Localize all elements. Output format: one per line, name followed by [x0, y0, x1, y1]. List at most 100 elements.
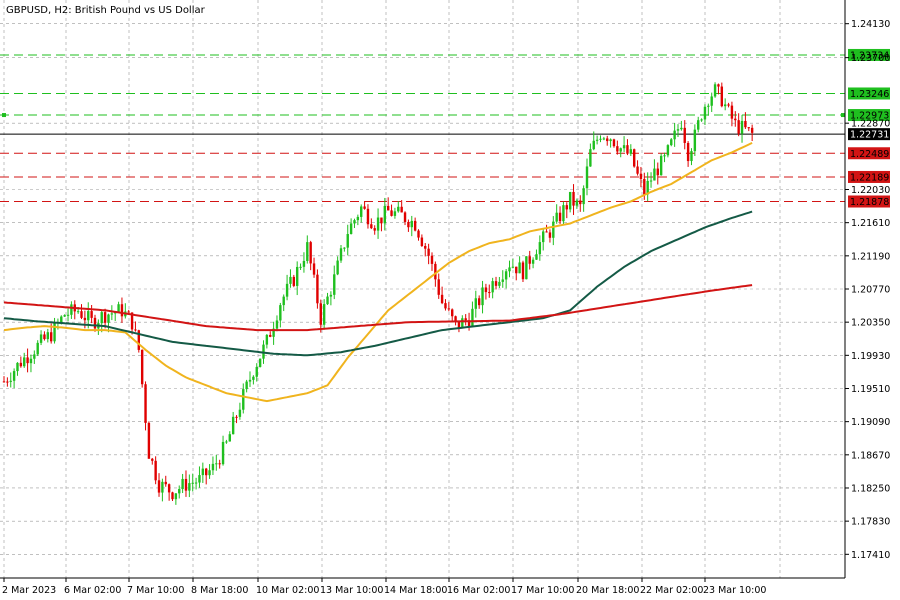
candle-body — [562, 205, 565, 222]
level-badge — [848, 147, 890, 160]
candle-body — [740, 120, 744, 134]
candle-body — [360, 206, 363, 217]
candle-body — [427, 248, 430, 256]
candle-body — [663, 155, 666, 157]
candle-body — [643, 178, 646, 195]
candle-body — [515, 266, 518, 274]
candle-body — [373, 228, 376, 231]
candle-body — [49, 332, 53, 342]
candle-body — [346, 234, 349, 248]
candle-body — [16, 362, 19, 372]
candle-body — [602, 138, 606, 140]
candle-body — [700, 119, 703, 121]
candle-body — [467, 320, 471, 327]
moving-average-ma_short — [3, 142, 753, 403]
candle-body — [43, 334, 46, 340]
x-tick-label: 17 Mar 10:00 — [511, 585, 574, 596]
candle-body — [151, 458, 154, 461]
candle-body — [343, 247, 346, 249]
candle-body — [181, 478, 184, 490]
candle-body — [46, 332, 50, 340]
level-marker — [841, 113, 845, 118]
candle-body — [295, 266, 299, 286]
moving-average-ma_mid — [3, 210, 753, 357]
candle-body — [400, 206, 403, 213]
candle-body — [107, 314, 110, 323]
candle-body — [424, 245, 427, 249]
candle-body — [2, 381, 6, 383]
candle-body — [26, 357, 29, 364]
candle-body — [164, 481, 167, 485]
candle-body — [70, 304, 73, 315]
y-tick-label: 1.20350 — [851, 318, 890, 329]
candle-body — [491, 281, 494, 293]
candle-body — [619, 148, 622, 152]
candle-body — [194, 482, 198, 484]
candle-body — [255, 366, 258, 377]
candle-body — [137, 330, 140, 350]
candle-body — [730, 105, 734, 119]
x-tick-label: 8 Mar 18:00 — [191, 585, 248, 596]
candle-body — [178, 489, 181, 494]
y-tick-label: 1.19510 — [851, 384, 890, 395]
candle-body — [39, 334, 43, 343]
candle-body — [83, 317, 87, 321]
candle-body — [299, 266, 302, 268]
candle-body — [221, 441, 225, 465]
level-badge — [848, 87, 890, 100]
chart-title: GBPUSD, H2: British Pound vs US Dollar — [6, 5, 206, 16]
candle-body — [508, 267, 511, 272]
candle-body — [33, 354, 36, 359]
candle-body — [100, 312, 103, 324]
candle-body — [413, 220, 417, 231]
candle-body — [568, 191, 572, 210]
candle-body — [666, 145, 670, 156]
candle-body — [19, 362, 23, 367]
candle-body — [238, 409, 242, 417]
candle-body — [353, 220, 356, 224]
candle-body — [417, 230, 420, 238]
candle-body — [245, 381, 248, 390]
candle-body — [609, 139, 612, 142]
x-tick-label: 16 Mar 02:00 — [447, 585, 510, 596]
candle-body — [134, 329, 137, 331]
candle-body — [147, 422, 151, 459]
candle-body — [184, 478, 188, 491]
candle-body — [599, 138, 602, 140]
candle-body — [595, 139, 599, 141]
candle-body — [302, 260, 306, 267]
x-tick-label: 2 Mar 2023 — [2, 585, 56, 596]
candle-body — [589, 149, 592, 167]
candle-body — [558, 212, 562, 222]
candle-body — [140, 349, 144, 385]
candle-body — [130, 312, 134, 330]
candle-body — [117, 304, 120, 313]
candle-body — [407, 221, 410, 228]
candle-body — [521, 262, 525, 280]
candle-body — [579, 200, 582, 205]
candle-body — [434, 263, 437, 280]
moving-average-ma_long — [3, 284, 753, 332]
candle-body — [420, 237, 424, 246]
candle-body — [572, 191, 575, 206]
candle-body — [275, 320, 279, 329]
candle-body — [386, 205, 390, 211]
candle-body — [309, 242, 312, 264]
level-label: 1.21878 — [850, 197, 889, 208]
candle-body — [606, 138, 609, 142]
candle-body — [656, 168, 659, 176]
y-tick-label: 1.23700 — [851, 53, 890, 64]
x-tick-label: 14 Mar 18:00 — [384, 585, 447, 596]
candle-body — [525, 256, 528, 280]
candle-body — [127, 311, 130, 313]
x-tick-label: 22 Mar 02:00 — [640, 585, 703, 596]
candle-body — [80, 311, 83, 318]
candle-body — [248, 379, 252, 382]
y-tick-label: 1.21610 — [851, 218, 890, 229]
candle-body — [269, 334, 272, 337]
y-tick-label: 1.19930 — [851, 351, 890, 362]
candle-body — [6, 381, 9, 383]
candle-body — [670, 139, 673, 146]
current-price-label: 1.22731 — [850, 130, 889, 141]
